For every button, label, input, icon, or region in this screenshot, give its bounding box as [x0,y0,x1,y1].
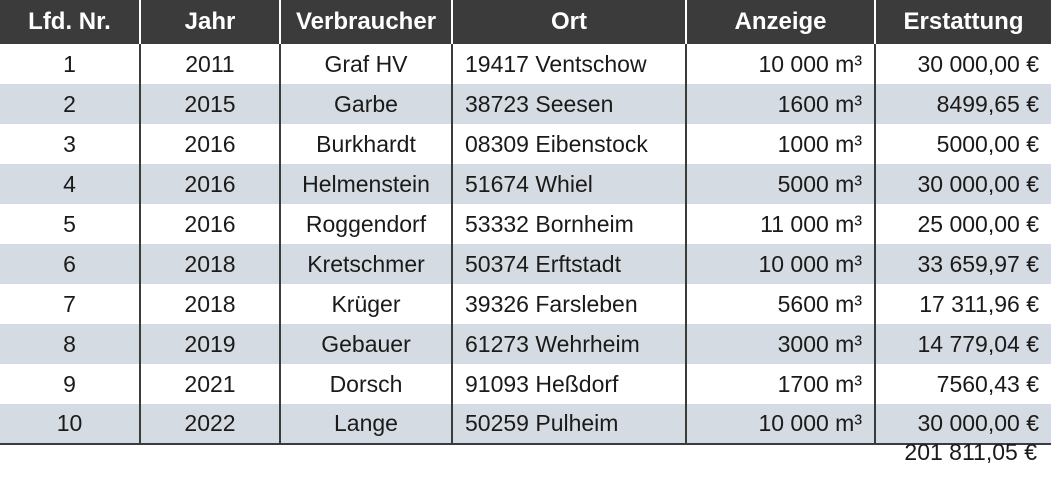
header-lfd-nr: Lfd. Nr. [0,0,141,44]
table-row: 1 2011 Graf HV 19417 Ventschow 10 000 m³ 30 0… [0,44,1051,84]
table-body: 1 2011 Graf HV 19417 Ventschow 10 000 m³ 30 0… [0,44,1051,445]
cell-verbraucher: Burkhardt [280,124,453,164]
cell-verbraucher: Gebauer [280,324,453,364]
cell-ort: 53332 Bornheim [452,204,687,244]
cell-jahr: 2018 [140,284,281,324]
cell-verbraucher: Lange [280,404,453,445]
cell-erstattung: 14 779,04 € [875,324,1051,364]
refund-table: Lfd. Nr. Jahr Verbraucher Ort Anzeige Er… [0,0,1051,445]
table-row: 6 2018 Kretschmer 50374 Erftstadt 10 000 m³ 3… [0,244,1051,284]
cell-anzeige: 10 000 m³ [686,244,876,284]
cell-lfd-nr: 5 [0,204,141,244]
cell-ort: 50259 Pulheim [452,404,687,445]
cell-jahr: 2022 [140,404,281,445]
table-header: Lfd. Nr. Jahr Verbraucher Ort Anzeige Er… [0,0,1051,44]
table-row: 10 2022 Lange 50259 Pulheim 10 000 m³ 30 000,… [0,404,1051,445]
cell-anzeige: 1600 m³ [686,84,876,124]
cell-anzeige: 10 000 m³ [686,404,876,445]
cell-ort: 38723 Seesen [452,84,687,124]
cell-lfd-nr: 7 [0,284,141,324]
cell-jahr: 2011 [140,44,281,84]
cell-anzeige: 1000 m³ [686,124,876,164]
cell-verbraucher: Graf HV [280,44,453,84]
cell-lfd-nr: 2 [0,84,141,124]
header-row: Lfd. Nr. Jahr Verbraucher Ort Anzeige Er… [0,0,1051,44]
cell-lfd-nr: 1 [0,44,141,84]
cell-erstattung: 7560,43 € [875,364,1051,404]
cell-lfd-nr: 8 [0,324,141,364]
cell-anzeige: 5000 m³ [686,164,876,204]
cell-ort: 50374 Erftstadt [452,244,687,284]
cell-verbraucher: Dorsch [280,364,453,404]
cell-jahr: 2021 [140,364,281,404]
cell-lfd-nr: 9 [0,364,141,404]
cell-lfd-nr: 10 [0,404,141,445]
cell-verbraucher: Kretschmer [280,244,453,284]
cell-lfd-nr: 6 [0,244,141,284]
cell-anzeige: 3000 m³ [686,324,876,364]
header-anzeige: Anzeige [686,0,876,44]
table-row: 7 2018 Krüger 39326 Farsleben 5600 m³ 17 311,… [0,284,1051,324]
cell-jahr: 2016 [140,204,281,244]
cell-jahr: 2015 [140,84,281,124]
cell-ort: 08309 Eibenstock [452,124,687,164]
cell-erstattung: 5000,00 € [875,124,1051,164]
header-ort: Ort [452,0,687,44]
header-erstattung: Erstattung [875,0,1051,44]
cell-jahr: 2016 [140,124,281,164]
cell-erstattung: 8499,65 € [875,84,1051,124]
cell-erstattung: 33 659,97 € [875,244,1051,284]
cell-verbraucher: Krüger [280,284,453,324]
cell-erstattung: 30 000,00 € [875,164,1051,204]
cell-erstattung: 17 311,96 € [875,284,1051,324]
cell-verbraucher: Garbe [280,84,453,124]
cell-anzeige: 5600 m³ [686,284,876,324]
table-row: 4 2016 Helmenstein 51674 Whiel 5000 m³ 30 000… [0,164,1051,204]
header-jahr: Jahr [140,0,281,44]
cell-lfd-nr: 3 [0,124,141,164]
table-row: 9 2021 Dorsch 91093 Heßdorf 1700 m³ 7560,43 € [0,364,1051,404]
table-row: 3 2016 Burkhardt 08309 Eibenstock 1000 m³ 500… [0,124,1051,164]
cell-jahr: 2016 [140,164,281,204]
cell-erstattung: 25 000,00 € [875,204,1051,244]
total-amount: 201 811,05 € [904,439,1037,465]
cell-anzeige: 11 000 m³ [686,204,876,244]
table-row: 5 2016 Roggendorf 53332 Bornheim 11 000 m³ 25… [0,204,1051,244]
cell-ort: 51674 Whiel [452,164,687,204]
cell-jahr: 2018 [140,244,281,284]
cell-erstattung: 30 000,00 € [875,404,1051,445]
cell-jahr: 2019 [140,324,281,364]
cell-ort: 19417 Ventschow [452,44,687,84]
cell-anzeige: 10 000 m³ [686,44,876,84]
header-verbraucher: Verbraucher [280,0,453,44]
cell-lfd-nr: 4 [0,164,141,204]
cell-ort: 91093 Heßdorf [452,364,687,404]
cell-ort: 61273 Wehrheim [452,324,687,364]
cell-erstattung: 30 000,00 € [875,44,1051,84]
table-row: 8 2019 Gebauer 61273 Wehrheim 3000 m³ 14 779,… [0,324,1051,364]
cell-anzeige: 1700 m³ [686,364,876,404]
cell-verbraucher: Roggendorf [280,204,453,244]
cell-ort: 39326 Farsleben [452,284,687,324]
table-row: 2 2015 Garbe 38723 Seesen 1600 m³ 8499,65 € [0,84,1051,124]
cell-verbraucher: Helmenstein [280,164,453,204]
